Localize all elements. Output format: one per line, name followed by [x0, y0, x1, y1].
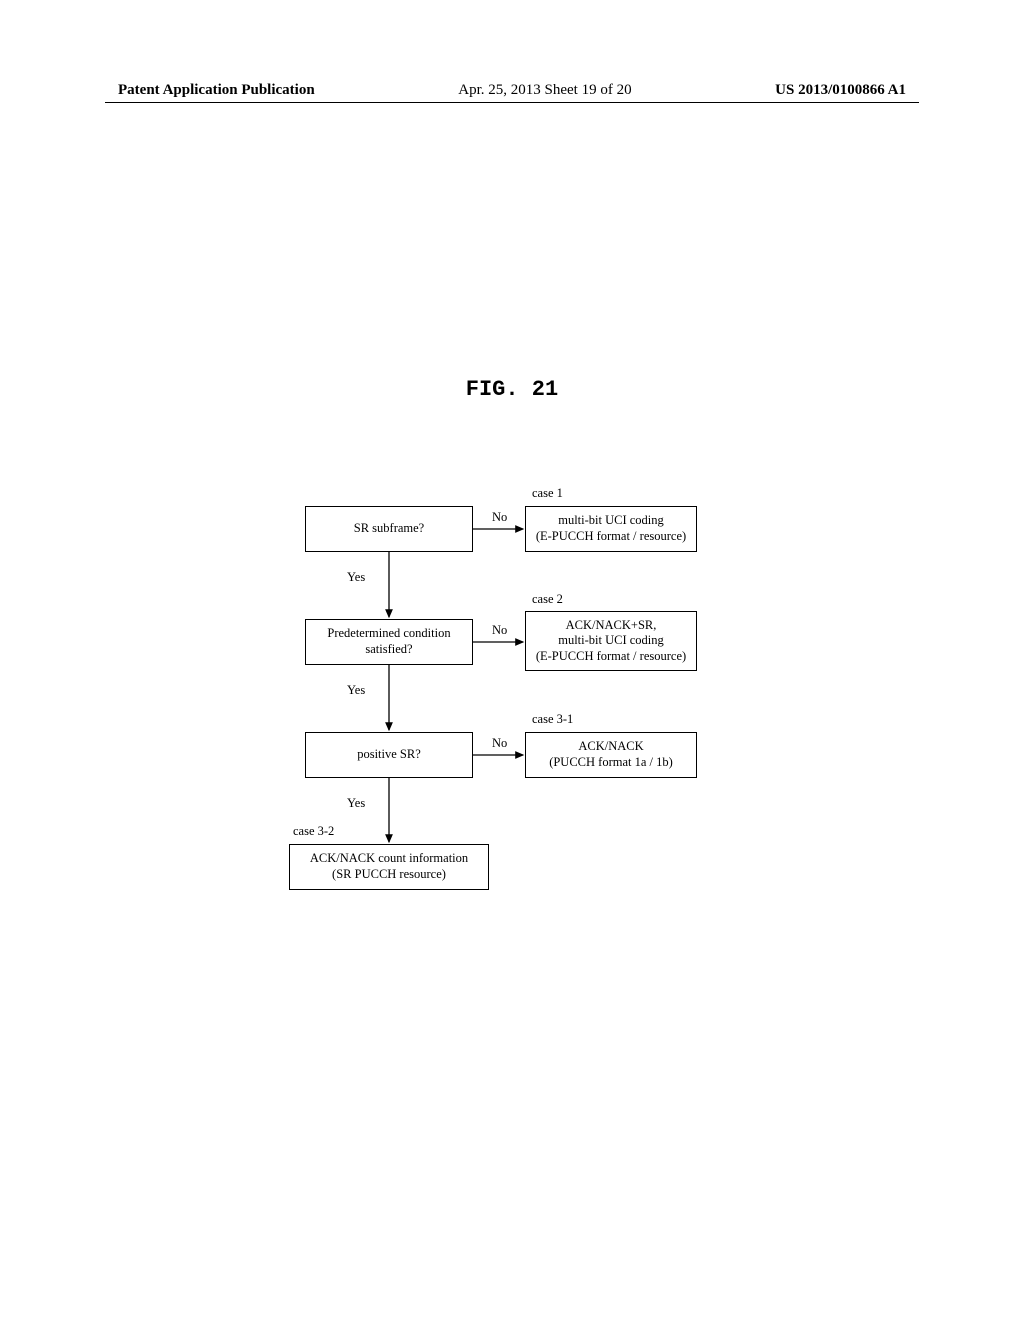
- box-text-line: ACK/NACK: [578, 739, 643, 755]
- result-case1: multi-bit UCI coding (E-PUCCH format / r…: [525, 506, 697, 552]
- page-header: Patent Application Publication Apr. 25, …: [0, 82, 1024, 99]
- label-case1: case 1: [532, 486, 563, 501]
- box-text: SR subframe?: [354, 521, 424, 537]
- header-rule: [105, 102, 919, 103]
- decision-sr-subframe: SR subframe?: [305, 506, 473, 552]
- box-text-line: (E-PUCCH format / resource): [536, 529, 686, 545]
- result-case2: ACK/NACK+SR, multi-bit UCI coding (E-PUC…: [525, 611, 697, 671]
- header-mid: Apr. 25, 2013 Sheet 19 of 20: [458, 82, 631, 99]
- box-text-line: (E-PUCCH format / resource): [536, 649, 686, 665]
- box-text-line: multi-bit UCI coding: [558, 633, 664, 649]
- figure-title: FIG. 21: [0, 377, 1024, 402]
- result-case3-1: ACK/NACK (PUCCH format 1a / 1b): [525, 732, 697, 778]
- decision-positive-sr: positive SR?: [305, 732, 473, 778]
- label-yes-2: Yes: [347, 683, 365, 698]
- box-text-line: multi-bit UCI coding: [558, 513, 664, 529]
- label-case32: case 3-2: [293, 824, 334, 839]
- box-text-line: (PUCCH format 1a / 1b): [549, 755, 673, 771]
- flowchart-arrows: [0, 0, 1024, 1320]
- box-text: positive SR?: [357, 747, 421, 763]
- label-no-1: No: [492, 510, 507, 525]
- label-no-2: No: [492, 623, 507, 638]
- box-text-line: Predetermined condition: [327, 626, 450, 642]
- header-left: Patent Application Publication: [118, 82, 315, 99]
- box-text-line: satisfied?: [365, 642, 412, 658]
- label-case2: case 2: [532, 592, 563, 607]
- header-right: US 2013/0100866 A1: [775, 82, 906, 99]
- label-yes-1: Yes: [347, 570, 365, 585]
- label-yes-3: Yes: [347, 796, 365, 811]
- label-case31: case 3-1: [532, 712, 573, 727]
- decision-predetermined-condition: Predetermined condition satisfied?: [305, 619, 473, 665]
- label-no-3: No: [492, 736, 507, 751]
- box-text-line: ACK/NACK count information: [310, 851, 468, 867]
- result-case3-2: ACK/NACK count information (SR PUCCH res…: [289, 844, 489, 890]
- box-text-line: ACK/NACK+SR,: [566, 618, 657, 634]
- box-text-line: (SR PUCCH resource): [332, 867, 446, 883]
